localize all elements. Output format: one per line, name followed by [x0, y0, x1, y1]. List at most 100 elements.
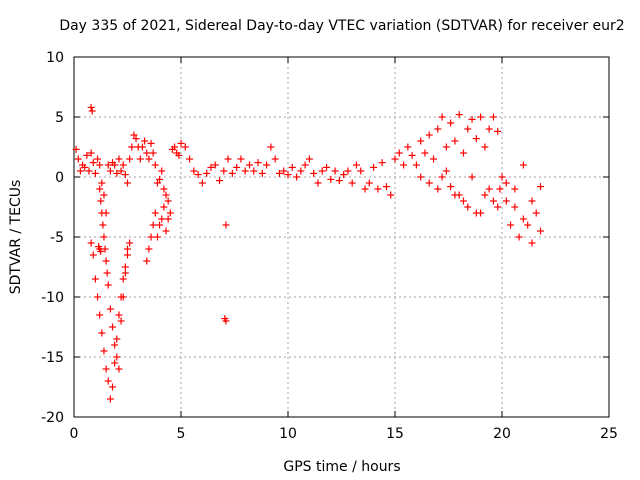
data-point: [97, 197, 105, 205]
data-point: [310, 169, 318, 177]
data-point: [254, 159, 262, 167]
data-point: [425, 179, 433, 187]
data-point: [438, 113, 446, 121]
data-point: [421, 149, 429, 157]
x-axis-label: GPS time / hours: [283, 459, 400, 475]
data-point: [532, 209, 540, 217]
data-point: [455, 191, 463, 199]
data-point: [153, 179, 161, 187]
data-point: [164, 215, 172, 223]
data-point: [434, 125, 442, 133]
data-point: [117, 317, 125, 325]
y-axis-label: SDTVAR / TECUs: [8, 180, 24, 295]
data-point: [293, 173, 301, 181]
data-point: [442, 143, 450, 151]
data-point: [434, 185, 442, 193]
data-point: [111, 359, 119, 367]
x-tick-label: 10: [279, 426, 297, 442]
data-point: [494, 127, 502, 135]
data-point: [91, 169, 99, 177]
data-point: [387, 191, 395, 199]
data-point: [124, 251, 131, 259]
data-point: [284, 171, 292, 179]
data-point: [96, 161, 104, 169]
data-point: [451, 137, 459, 145]
data-point: [106, 167, 114, 175]
data-point: [502, 197, 510, 205]
data-point: [314, 179, 322, 187]
data-point: [348, 179, 356, 187]
y-tick-label: -10: [41, 290, 64, 306]
data-point: [158, 215, 166, 223]
data-point: [166, 209, 174, 217]
data-point: [216, 177, 224, 185]
data-point: [537, 227, 545, 235]
data-points: [72, 103, 545, 403]
data-point: [258, 169, 266, 177]
data-point: [145, 155, 153, 163]
data-point: [104, 161, 112, 169]
data-point: [98, 209, 106, 217]
data-point: [76, 167, 84, 175]
data-point: [124, 179, 131, 187]
data-point: [149, 149, 157, 157]
y-tick-label: 10: [46, 50, 64, 66]
data-point: [455, 111, 463, 119]
data-point: [511, 203, 519, 211]
x-tick-label: 5: [177, 426, 186, 442]
data-point: [102, 257, 110, 265]
data-point: [99, 221, 107, 229]
data-point: [111, 341, 119, 349]
data-point: [485, 125, 493, 133]
data-point: [177, 139, 185, 147]
data-point: [472, 209, 480, 217]
data-point: [515, 233, 523, 241]
data-point: [417, 137, 425, 145]
data-point: [138, 143, 146, 151]
data-point: [109, 383, 117, 391]
x-tick-label: 15: [386, 426, 404, 442]
x-tick-label: 0: [70, 426, 79, 442]
data-point: [98, 329, 106, 337]
data-point: [113, 353, 121, 361]
data-point: [528, 239, 536, 247]
data-point: [162, 227, 170, 235]
data-point: [149, 221, 157, 229]
data-point: [519, 215, 527, 223]
data-point: [130, 131, 138, 139]
data-point: [175, 151, 183, 159]
data-point: [374, 185, 382, 193]
data-point: [305, 155, 313, 163]
data-point: [502, 179, 510, 187]
x-tick-label: 25: [600, 426, 618, 442]
data-point: [280, 167, 288, 175]
data-point: [489, 197, 497, 205]
data-point: [74, 155, 82, 163]
data-point: [81, 163, 89, 171]
data-point: [119, 293, 127, 301]
data-point: [344, 167, 352, 175]
data-point: [425, 131, 433, 139]
data-point: [468, 115, 476, 123]
data-point: [417, 173, 425, 181]
data-point: [442, 167, 450, 175]
data-point: [395, 149, 403, 157]
data-point: [181, 143, 189, 151]
data-point: [190, 167, 198, 175]
data-point: [357, 167, 365, 175]
data-point: [220, 167, 228, 175]
data-point: [224, 155, 232, 163]
data-point: [524, 221, 532, 229]
data-point: [85, 167, 93, 175]
data-point: [151, 161, 159, 169]
data-point: [111, 161, 119, 169]
data-point: [87, 239, 95, 247]
data-point: [126, 155, 134, 163]
data-point: [87, 149, 95, 157]
data-point: [194, 171, 202, 179]
data-point: [222, 221, 230, 229]
data-point: [119, 275, 127, 283]
data-point: [145, 245, 153, 253]
data-point: [537, 183, 545, 191]
data-point: [198, 179, 206, 187]
